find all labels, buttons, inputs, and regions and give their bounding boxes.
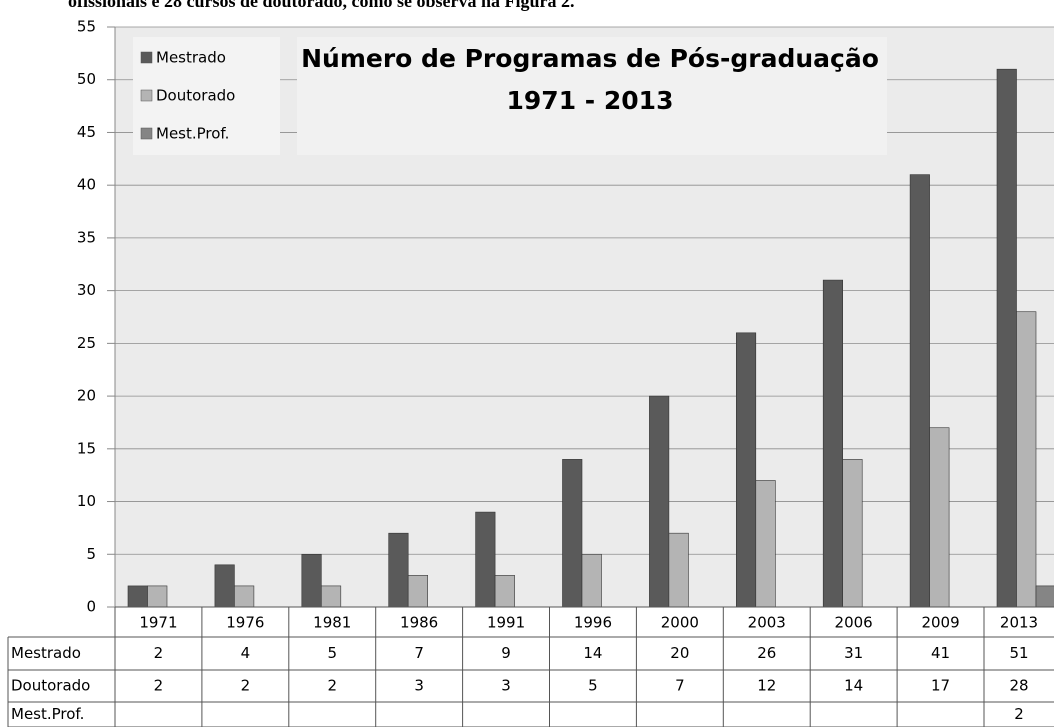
bar	[909, 174, 930, 608]
y-tick-label: 0	[86, 598, 96, 616]
bar	[842, 459, 863, 608]
table-cell: 2	[154, 677, 164, 695]
table-cell: 2	[154, 644, 164, 662]
legend-swatch	[140, 51, 153, 64]
table-cell: 2	[1014, 705, 1024, 723]
x-tick-label: 2009	[921, 614, 959, 632]
bar	[147, 585, 168, 608]
header-text: ofissionais e 28 cursos de doutorado, co…	[68, 0, 575, 11]
y-tick-label: 20	[77, 387, 96, 405]
table-cell: 5	[327, 644, 337, 662]
bar	[127, 585, 148, 608]
table-cell: 26	[757, 644, 776, 662]
x-tick-label: 2003	[748, 614, 786, 632]
legend-swatch	[140, 89, 153, 102]
legend-label: Mest.Prof.	[156, 125, 229, 143]
table-cell: 28	[1009, 677, 1028, 695]
y-tick-label: 25	[77, 334, 96, 352]
bar	[475, 511, 496, 608]
bar	[996, 68, 1017, 608]
bar	[668, 532, 689, 608]
table-cell: 2	[241, 677, 251, 695]
bar	[649, 395, 670, 608]
table-row-label: Mest.Prof.	[11, 705, 84, 723]
x-tick-label: 1971	[139, 614, 177, 632]
bar	[735, 332, 757, 608]
title-box	[297, 37, 887, 155]
table-cell: 4	[241, 644, 251, 662]
y-tick-label: 15	[77, 439, 96, 457]
table-row-label: Doutorado	[11, 677, 90, 695]
y-tick-label: 45	[77, 123, 96, 141]
bar	[562, 459, 583, 608]
bar	[320, 585, 342, 608]
table-row-label: Mestrado	[11, 644, 81, 662]
x-tick-label: 2006	[835, 614, 873, 632]
x-tick-label: 1981	[313, 614, 351, 632]
y-tick-label: 40	[77, 176, 96, 194]
x-tick-label: 1986	[400, 614, 438, 632]
legend-label: Mestrado	[156, 49, 226, 67]
table-cell: 41	[931, 644, 950, 662]
legend-label: Doutorado	[156, 87, 235, 105]
table-cell: 7	[414, 644, 424, 662]
bar	[581, 553, 602, 608]
bar	[407, 575, 429, 608]
bar	[1035, 585, 1054, 608]
legend-swatch	[140, 127, 153, 140]
y-tick-label: 30	[77, 281, 96, 299]
y-tick-label: 50	[77, 70, 96, 88]
chart-title: Número de Programas de Pós-graduação	[301, 44, 879, 73]
table-cell: 9	[501, 644, 511, 662]
bar	[214, 564, 235, 608]
chart-subtitle: 1971 - 2013	[507, 86, 674, 115]
x-tick-label: 1996	[574, 614, 612, 632]
table-cell: 12	[757, 677, 776, 695]
y-tick-label: 10	[77, 492, 96, 510]
table-cell: 17	[931, 677, 950, 695]
bar	[1016, 311, 1037, 608]
legend-box	[133, 37, 280, 155]
bar	[494, 575, 515, 608]
bar	[388, 532, 409, 608]
x-tick-label: 2000	[661, 614, 699, 632]
table-cell: 3	[414, 677, 424, 695]
y-tick-label: 55	[77, 18, 96, 36]
table-cell: 14	[844, 677, 863, 695]
table-cell: 20	[670, 644, 689, 662]
bar	[755, 480, 776, 608]
bar	[234, 585, 255, 608]
x-tick-label: 1991	[487, 614, 525, 632]
table-cell: 7	[675, 677, 685, 695]
table-cell: 14	[583, 644, 602, 662]
table-cell: 3	[501, 677, 511, 695]
bar	[301, 553, 322, 608]
bar	[929, 427, 950, 608]
y-tick-label: 5	[86, 545, 96, 563]
table-cell: 51	[1009, 644, 1028, 662]
x-tick-label: 2013	[1000, 614, 1038, 632]
table-cell: 5	[588, 677, 598, 695]
x-tick-label: 1976	[226, 614, 264, 632]
y-tick-label: 35	[77, 228, 96, 246]
bar	[822, 279, 844, 608]
table-cell: 31	[844, 644, 863, 662]
table-cell: 2	[327, 677, 337, 695]
